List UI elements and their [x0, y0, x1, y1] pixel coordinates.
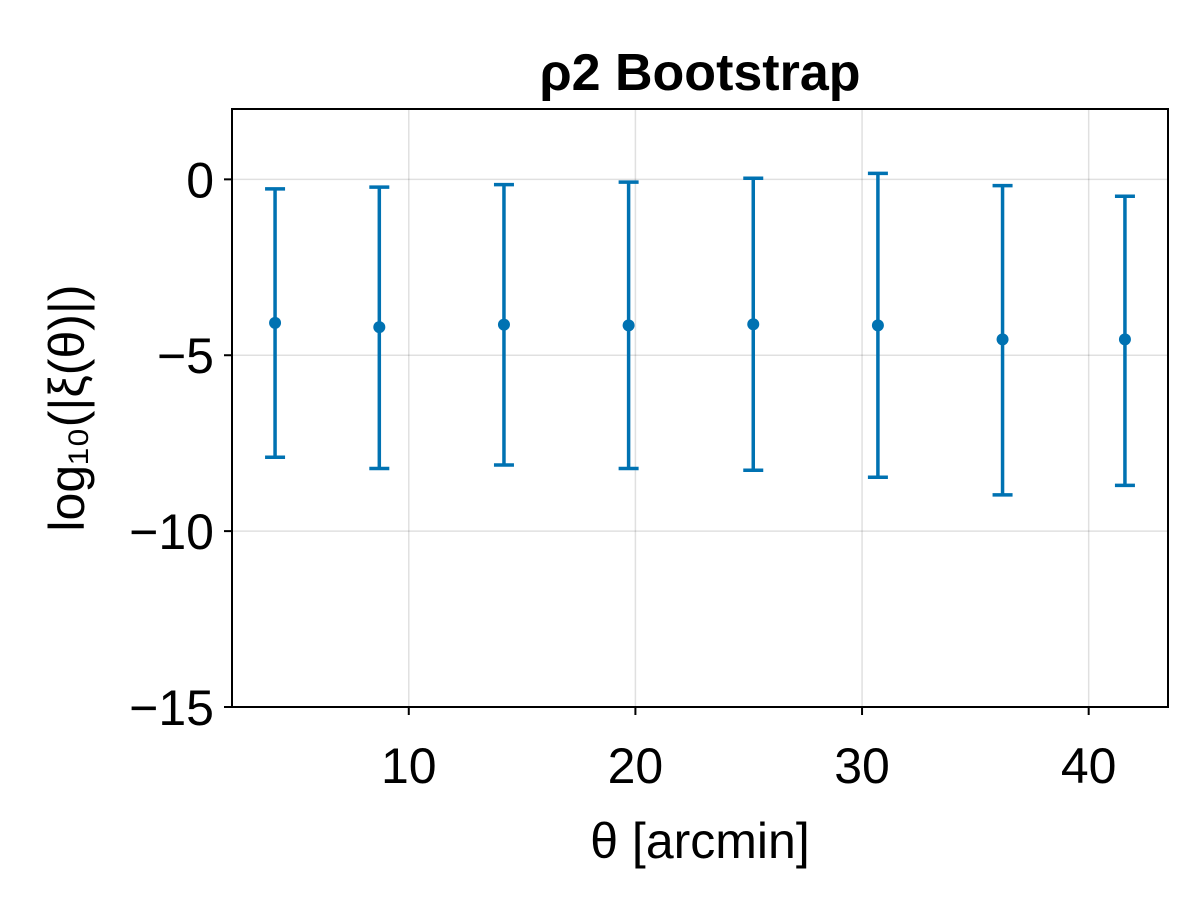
data-point	[1118, 333, 1131, 346]
data-point-group	[618, 180, 639, 471]
data-point-group	[369, 185, 390, 471]
y-axis-label: log₁₀(|ξ(θ)|)	[39, 284, 95, 531]
y-tick-label: −15	[129, 680, 214, 736]
grid	[232, 109, 1168, 708]
data-point	[747, 318, 760, 331]
chart-title: ρ2 Bootstrap	[539, 44, 860, 102]
data-point-group	[992, 183, 1013, 497]
y-tick-label: −10	[129, 504, 214, 560]
plot-frame	[231, 108, 1169, 708]
x-tick-label: 20	[608, 738, 664, 794]
x-axis-label: θ [arcmin]	[590, 813, 810, 869]
data-point-group	[265, 187, 286, 459]
data-point	[871, 319, 884, 332]
data-point	[269, 316, 282, 329]
series	[265, 171, 1135, 497]
data-point	[996, 333, 1009, 346]
data-point	[622, 319, 635, 332]
y-tick-label: −5	[157, 328, 214, 384]
data-point-group	[493, 182, 514, 467]
data-point	[497, 318, 510, 331]
x-tick-label: 10	[381, 738, 437, 794]
data-point-group	[867, 171, 888, 480]
x-tick-label: 30	[834, 738, 890, 794]
data-point	[373, 321, 386, 334]
y-tick-label: 0	[186, 152, 214, 208]
ticks: 10 20 30 40 0 −5 −10 −15	[129, 152, 1116, 794]
data-point-group	[1114, 194, 1135, 488]
data-point-group	[743, 176, 764, 473]
x-tick-label: 40	[1061, 738, 1117, 794]
